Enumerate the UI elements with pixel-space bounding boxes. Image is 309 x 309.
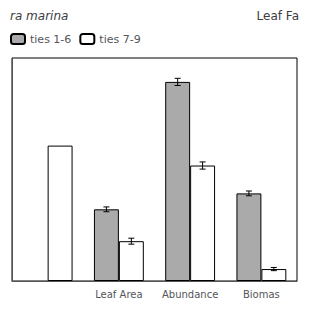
svg-text:Biomas: Biomas [243,289,280,300]
svg-text:Leaf Area: Leaf Area [95,289,142,300]
svg-text:Leaf Fa: Leaf Fa [257,9,299,23]
svg-text:ties 1-6: ties 1-6 [30,33,71,46]
svg-text:ra marina: ra marina [10,9,68,23]
svg-text:Abundance: Abundance [162,289,218,300]
svg-text:ties 7-9: ties 7-9 [99,33,140,46]
